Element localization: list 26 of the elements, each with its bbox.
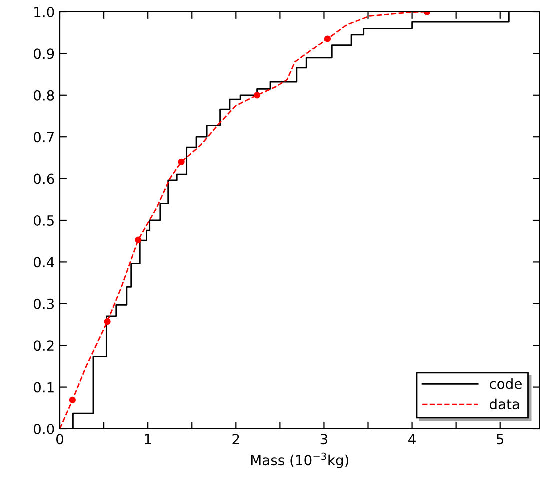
x-tick-label: 0 [56, 434, 64, 445]
y-tick-label: 0.8 [34, 90, 54, 101]
legend-label: code [490, 378, 522, 390]
y-tick-label: 0.4 [34, 257, 54, 268]
y-tick-label: 0.0 [34, 424, 54, 434]
y-tick-label: 1.0 [34, 6, 54, 18]
point [69, 396, 76, 404]
y-tick-label: 0.3 [34, 298, 54, 310]
legend-label: data [490, 398, 520, 410]
point [104, 318, 111, 326]
point [178, 158, 185, 166]
x-tick-label: 1 [145, 434, 152, 444]
x-tick-label: 4 [408, 434, 416, 444]
point [254, 92, 261, 99]
point [324, 36, 332, 42]
y-tick-label: 0.1 [34, 382, 54, 393]
x-axis-title: Mass (10$^{−3}$kg) [252, 452, 349, 468]
y-tick-label: 0.9 [34, 48, 54, 60]
x-tick-label: 3 [320, 434, 328, 445]
y-tick-label: 0.7 [34, 132, 54, 143]
y-tick-label: 0.2 [34, 340, 54, 352]
x-tick-label: 2 [232, 434, 240, 444]
x-tick-label: 5 [497, 434, 504, 445]
y-tick-label: 0.5 [34, 215, 54, 226]
point [135, 236, 142, 244]
y-tick-label: 0.6 [34, 174, 54, 184]
